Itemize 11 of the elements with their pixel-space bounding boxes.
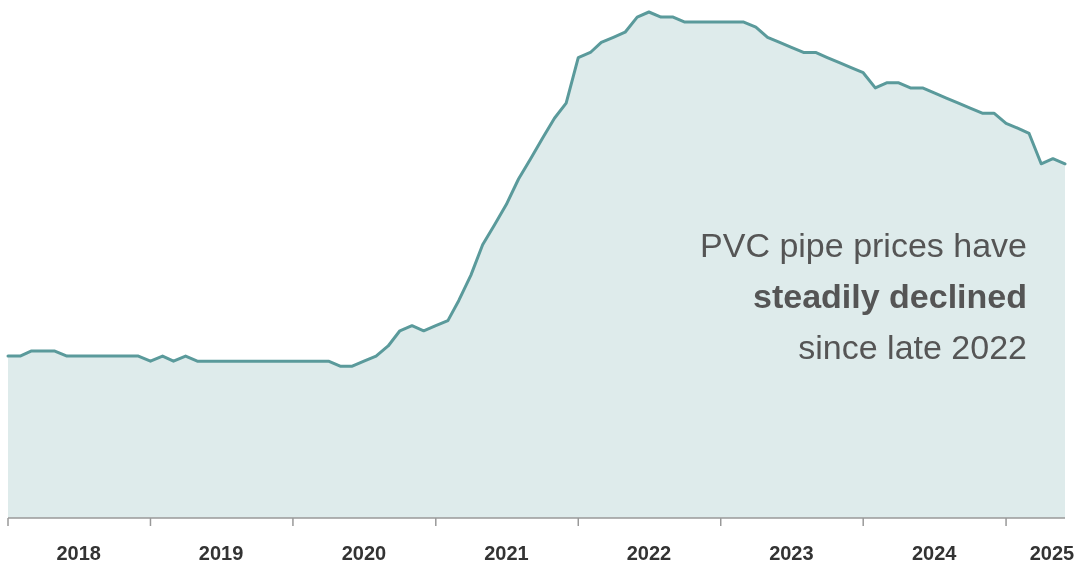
x-tick-label: 2025 (1029, 542, 1075, 564)
annotation: PVC pipe prices have (700, 226, 1027, 264)
x-tick-label: 2023 (769, 542, 814, 564)
x-tick-label: 2024 (911, 542, 958, 564)
annotation: steadily declined (753, 277, 1027, 315)
annotation: since late 2022 (798, 328, 1027, 366)
x-tick-label: 2021 (484, 542, 529, 564)
x-tick-label: 2020 (341, 542, 387, 564)
x-tick-label: 2022 (626, 542, 672, 564)
x-tick-label: 2018 (56, 542, 101, 564)
x-tick-label: 2019 (198, 542, 244, 564)
